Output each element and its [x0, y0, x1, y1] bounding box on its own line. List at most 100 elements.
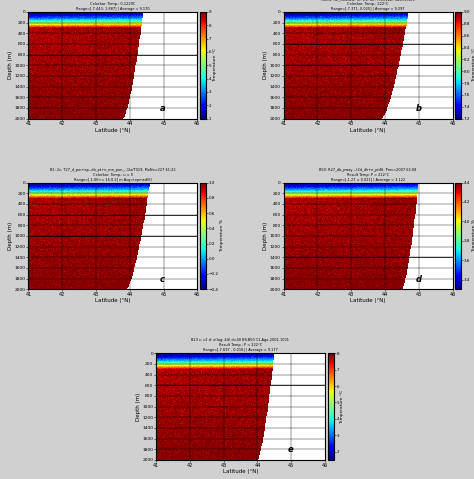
Point — [97, 10, 104, 18]
Point — [70, 8, 77, 16]
Point — [207, 350, 214, 357]
Point — [103, 184, 110, 192]
Point — [48, 181, 56, 188]
Point — [30, 16, 37, 24]
Point — [100, 15, 107, 23]
Point — [310, 17, 317, 25]
Point — [172, 351, 180, 358]
Point — [82, 183, 89, 191]
Point — [315, 18, 322, 25]
Point — [318, 26, 326, 34]
Point — [302, 35, 310, 43]
Point — [91, 24, 99, 32]
Point — [322, 9, 330, 17]
Point — [317, 10, 324, 17]
Point — [337, 16, 345, 24]
Point — [224, 353, 231, 360]
Point — [316, 21, 324, 28]
Point — [131, 180, 139, 188]
Point — [110, 20, 118, 27]
Point — [166, 354, 173, 362]
Point — [291, 27, 298, 34]
Point — [41, 193, 49, 201]
Point — [146, 188, 153, 196]
Point — [207, 361, 215, 368]
Point — [85, 179, 92, 187]
Point — [245, 357, 252, 365]
Point — [251, 350, 259, 358]
Point — [38, 200, 46, 208]
Point — [113, 179, 121, 187]
Point — [378, 35, 386, 43]
Point — [129, 200, 137, 208]
Point — [344, 9, 352, 16]
Point — [320, 22, 328, 30]
Point — [395, 24, 402, 32]
Point — [337, 18, 345, 26]
Point — [75, 189, 82, 196]
Point — [100, 187, 108, 195]
Point — [322, 16, 329, 23]
Point — [128, 185, 135, 193]
Point — [109, 186, 116, 194]
Point — [220, 362, 228, 370]
Point — [229, 351, 237, 359]
Point — [116, 10, 123, 18]
Point — [337, 35, 345, 43]
Point — [104, 9, 112, 16]
Point — [367, 11, 375, 19]
Point — [265, 365, 273, 373]
Point — [85, 186, 92, 194]
Point — [74, 11, 82, 19]
Point — [389, 15, 396, 23]
Point — [295, 33, 302, 40]
Point — [211, 357, 219, 365]
Point — [46, 11, 54, 19]
Point — [301, 19, 309, 27]
Point — [363, 33, 370, 40]
Point — [134, 21, 141, 28]
Point — [300, 34, 307, 42]
Point — [330, 22, 337, 29]
Point — [108, 184, 116, 192]
Point — [363, 35, 371, 43]
Point — [342, 13, 350, 21]
Point — [290, 18, 298, 26]
Point — [303, 19, 311, 27]
Point — [104, 190, 111, 197]
Point — [362, 20, 370, 28]
Point — [311, 15, 319, 23]
Point — [398, 19, 405, 26]
Point — [316, 11, 324, 19]
Point — [346, 35, 353, 43]
Point — [364, 27, 371, 35]
Point — [77, 14, 85, 22]
Point — [58, 10, 66, 17]
Point — [367, 21, 375, 28]
Point — [289, 12, 296, 20]
Point — [133, 10, 140, 18]
Point — [88, 185, 96, 193]
Point — [377, 8, 384, 16]
Point — [141, 183, 149, 191]
Point — [66, 185, 73, 193]
Point — [122, 182, 129, 189]
Point — [60, 15, 67, 23]
Point — [299, 9, 307, 16]
Point — [103, 9, 111, 17]
Point — [118, 192, 126, 199]
Point — [305, 30, 312, 37]
Point — [201, 351, 209, 359]
Point — [26, 182, 34, 190]
Point — [55, 12, 63, 20]
Point — [143, 188, 151, 196]
Point — [72, 17, 80, 24]
Point — [51, 192, 58, 199]
Point — [360, 35, 367, 43]
Point — [57, 200, 65, 208]
Point — [260, 359, 267, 366]
Point — [60, 194, 68, 202]
Point — [95, 181, 102, 188]
Point — [391, 12, 399, 20]
Point — [94, 183, 102, 191]
